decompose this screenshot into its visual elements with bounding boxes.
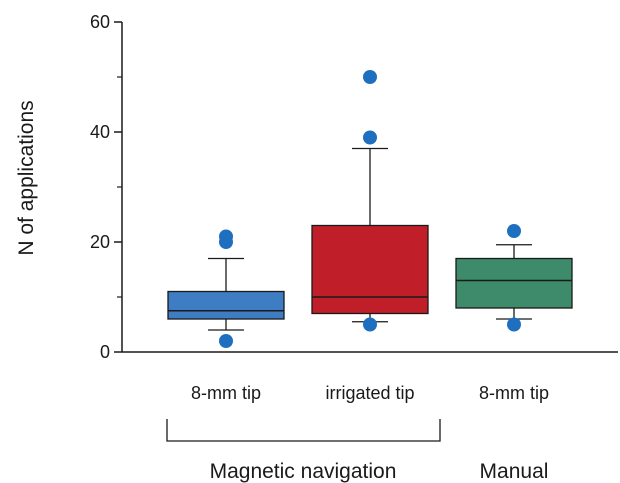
- x-axis-labels: 8-mm tip irrigated tip 8-mm tip: [191, 383, 549, 403]
- box-2: [311, 70, 429, 332]
- category-label: 8-mm tip: [191, 383, 261, 403]
- group-labels: Magnetic navigation Manual: [166, 419, 549, 483]
- outlier-point: [363, 317, 377, 332]
- y-tick-label: 0: [100, 342, 110, 362]
- group-bracket: [166, 419, 441, 442]
- group-label: Magnetic navigation: [210, 460, 397, 483]
- box-body: [455, 257, 573, 309]
- box-3: [455, 224, 573, 332]
- outlier-point: [507, 224, 521, 238]
- outlier-point: [219, 229, 233, 244]
- outlier-point: [507, 317, 521, 332]
- y-axis-label: N of applications: [15, 100, 38, 255]
- category-label: 8-mm tip: [479, 383, 549, 403]
- y-tick-label: 60: [90, 12, 110, 32]
- y-tick-label: 40: [90, 122, 110, 142]
- outlier-point: [219, 334, 233, 348]
- box-1: [167, 229, 285, 348]
- group-label: Manual: [480, 460, 549, 483]
- outlier-point: [363, 70, 377, 84]
- outlier-point: [363, 130, 377, 145]
- category-label: irrigated tip: [325, 383, 414, 403]
- y-tick-label: 20: [90, 232, 110, 252]
- box-body: [311, 224, 429, 315]
- axes: 0 20 40 60: [90, 12, 618, 362]
- box-body: [167, 290, 285, 320]
- boxes: [167, 70, 573, 348]
